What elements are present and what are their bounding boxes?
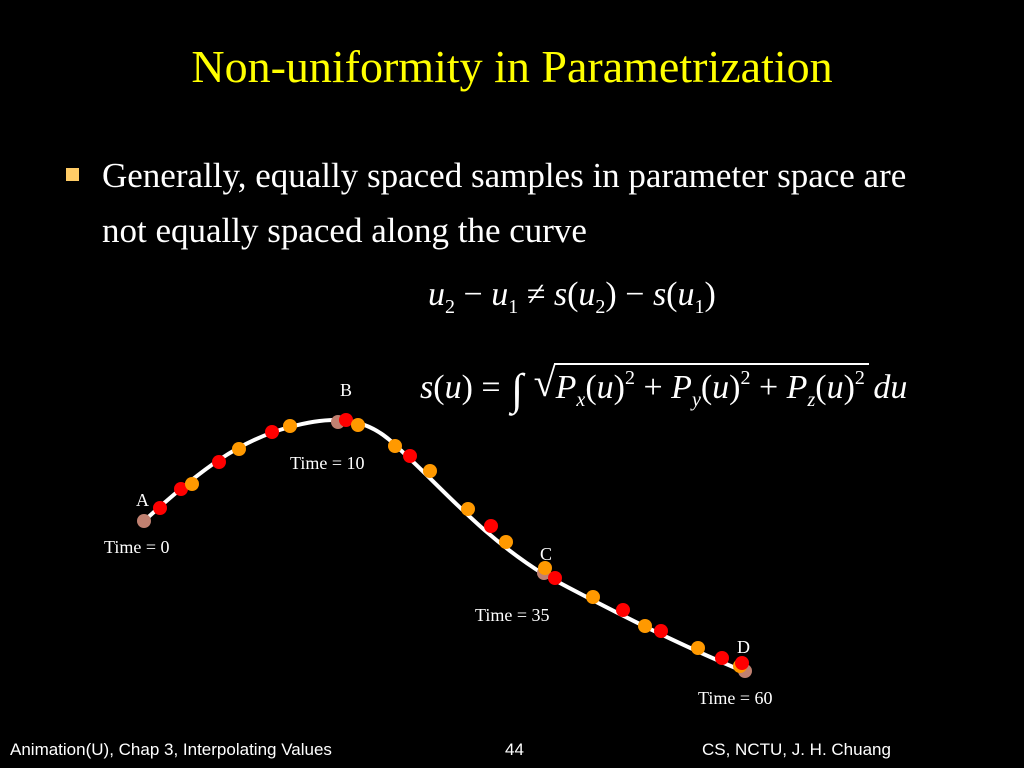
sample-dot — [388, 439, 402, 453]
point-label-b: B — [340, 380, 353, 400]
square-root: √ Px(u)2 + Py(u)2 + Pz(u)2 — [534, 363, 869, 412]
time-label-10: Time = 10 — [290, 453, 365, 473]
sample-dot — [548, 571, 562, 585]
sample-dot — [403, 449, 417, 463]
sample-dot — [638, 619, 652, 633]
slide-title: Non-uniformity in Parametrization — [191, 41, 833, 92]
time-label-35: Time = 35 — [475, 605, 550, 625]
square-bullet-icon — [66, 168, 79, 181]
sample-dot — [283, 419, 297, 433]
sample-dot — [212, 455, 226, 469]
bullet-text: Generally, equally spaced samples in par… — [102, 156, 907, 250]
sample-dot — [586, 590, 600, 604]
sample-dot — [153, 501, 167, 515]
inequality-equation: u2 − u1 ≠ s(u2) − s(u1) — [428, 276, 716, 318]
sample-dot — [461, 502, 475, 516]
sample-dot — [654, 624, 668, 638]
sample-dot — [423, 464, 437, 478]
sample-points — [137, 413, 752, 678]
sample-dot — [484, 519, 498, 533]
sample-dot — [691, 641, 705, 655]
point-label-c: C — [540, 544, 553, 564]
sample-dot — [185, 477, 199, 491]
footer-course: Animation(U), Chap 3, Interpolating Valu… — [10, 740, 332, 759]
point-label-d: D — [737, 637, 750, 657]
sample-dot — [499, 535, 513, 549]
sample-dot — [232, 442, 246, 456]
sample-dot — [265, 425, 279, 439]
arc-length-equation: s(u) = ∫ √ Px(u)2 + Py(u)2 + Pz(u)2 du — [420, 360, 908, 415]
sample-dot — [351, 418, 365, 432]
time-label-60: Time = 60 — [698, 688, 773, 708]
footer-author: CS, NCTU, J. H. Chuang — [702, 740, 891, 759]
footer-page-number: 44 — [505, 740, 524, 759]
sample-dot — [339, 413, 353, 427]
sample-dot — [616, 603, 630, 617]
sample-dot — [538, 561, 552, 575]
sample-dot — [174, 482, 188, 496]
time-label-0: Time = 0 — [104, 537, 170, 557]
key-point-dot — [137, 514, 151, 528]
sample-dot — [735, 656, 749, 670]
point-label-a: A — [136, 490, 149, 510]
sample-dot — [715, 651, 729, 665]
